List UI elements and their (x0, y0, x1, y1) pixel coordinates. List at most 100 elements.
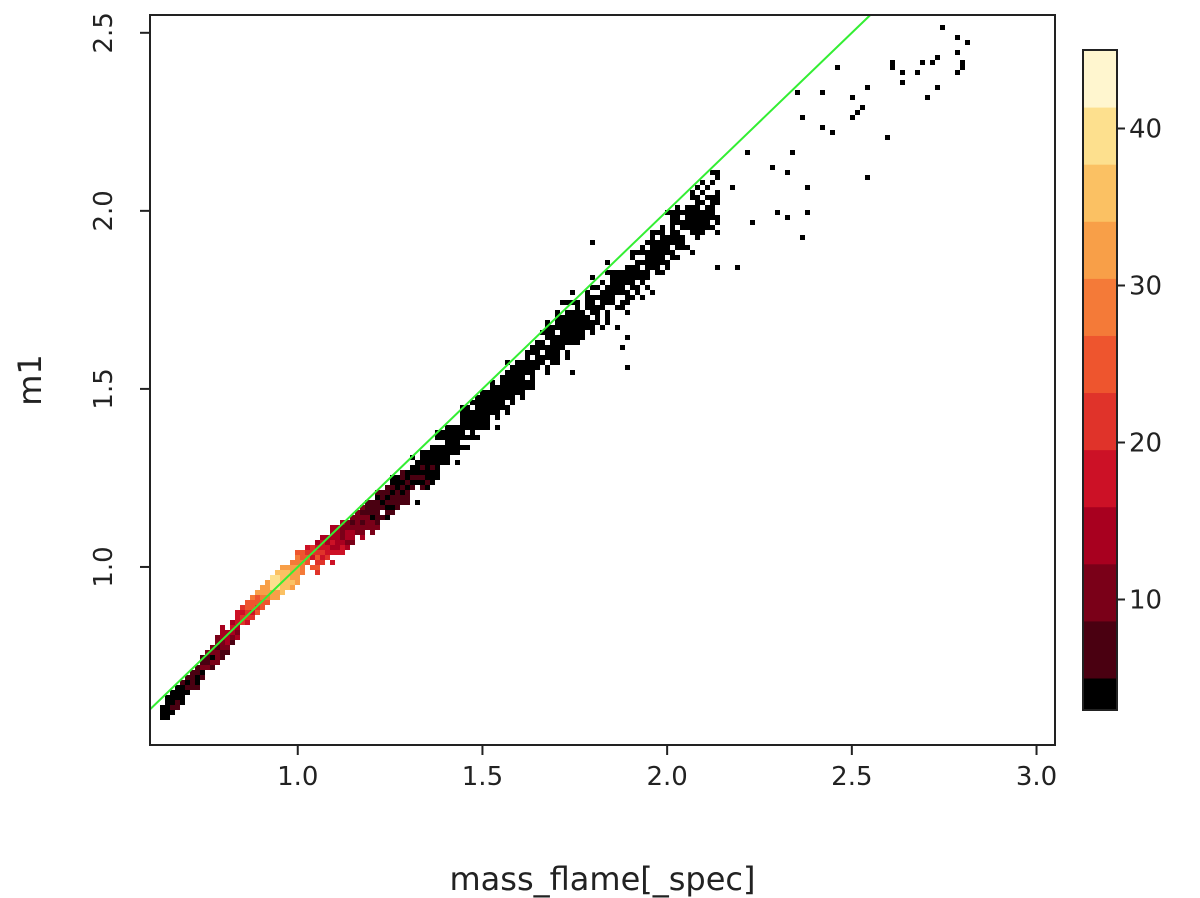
heatmap-cell (245, 615, 250, 620)
heatmap-cell (505, 370, 510, 375)
heatmap-cell (470, 400, 475, 405)
heatmap-cell (580, 325, 585, 330)
heatmap-cell (215, 650, 220, 655)
heatmap-cell (385, 485, 390, 490)
heatmap-cell (275, 580, 280, 585)
heatmap-cell (560, 320, 565, 325)
heatmap-cell (180, 685, 185, 690)
heatmap-cell (230, 620, 235, 625)
heatmap-cell (675, 245, 680, 250)
heatmap-cell (635, 290, 640, 295)
colorbar-swatch (1083, 506, 1117, 565)
heatmap-cell (650, 265, 655, 270)
heatmap-cell (660, 240, 665, 245)
heatmap-cell (315, 550, 320, 555)
heatmap-cell (670, 235, 675, 240)
heatmap-cell (570, 320, 575, 325)
heatmap-cell (620, 285, 625, 290)
heatmap-cell (370, 515, 375, 520)
heatmap-cell (890, 60, 895, 65)
heatmap-cell (575, 315, 580, 320)
heatmap-cell (555, 325, 560, 330)
heatmap-cell (625, 275, 630, 280)
heatmap-cell (645, 240, 650, 245)
heatmap-cell (685, 210, 690, 215)
heatmap-cell (305, 550, 310, 555)
heatmap-cell (170, 705, 175, 710)
heatmap-cell (700, 230, 705, 235)
heatmap-cell (575, 310, 580, 315)
heatmap-cell (620, 345, 625, 350)
heatmap-cell (355, 525, 360, 530)
heatmap-cell (695, 235, 700, 240)
heatmap-cell (260, 590, 265, 595)
heatmap-cell (585, 320, 590, 325)
heatmap-cell (835, 65, 840, 70)
heatmap-cell (340, 525, 345, 530)
heatmap-cell (540, 360, 545, 365)
heatmap-cell (590, 325, 595, 330)
heatmap-cell (385, 495, 390, 500)
heatmap-cell (430, 450, 435, 455)
heatmap-cell (555, 345, 560, 350)
heatmap-cell (670, 230, 675, 235)
heatmap-cell (715, 175, 720, 180)
heatmap-cell (920, 60, 925, 65)
heatmap-cell (635, 275, 640, 280)
heatmap-cell (565, 320, 570, 325)
heatmap-cell (555, 360, 560, 365)
heatmap-cell (225, 645, 230, 650)
heatmap-cell (650, 290, 655, 295)
heatmap-cell (710, 180, 715, 185)
colorbar-swatch (1083, 335, 1117, 394)
heatmap-cell (675, 255, 680, 260)
heatmap-cell (505, 375, 510, 380)
heatmap-cell (350, 520, 355, 525)
heatmap-cell (425, 450, 430, 455)
heatmap-cell (565, 335, 570, 340)
heatmap-cell (655, 265, 660, 270)
heatmap-cell (395, 500, 400, 505)
heatmap-cells (160, 25, 970, 720)
heatmap-cell (450, 445, 455, 450)
heatmap-cell (195, 685, 200, 690)
heatmap-cell (770, 165, 775, 170)
heatmap-cell (575, 335, 580, 340)
heatmap-cell (250, 610, 255, 615)
heatmap-cell (530, 365, 535, 370)
heatmap-cell (395, 495, 400, 500)
heatmap-cell (480, 420, 485, 425)
heatmap-cell (405, 480, 410, 485)
heatmap-cell (530, 375, 535, 380)
heatmap-cell (715, 220, 720, 225)
heatmap-cell (690, 190, 695, 195)
heatmap-cell (345, 540, 350, 545)
heatmap-cell (500, 390, 505, 395)
heatmap-cell (345, 535, 350, 540)
x-axis: 1.0 1.5 2.0 2.5 3.0 (277, 745, 1057, 792)
heatmap-cell (510, 380, 515, 385)
heatmap-cell (430, 470, 435, 475)
heatmap-cell (560, 335, 565, 340)
heatmap-cell (220, 625, 225, 630)
heatmap-cell (185, 680, 190, 685)
heatmap-cell (660, 235, 665, 240)
heatmap-cell (650, 230, 655, 235)
heatmap-cell (415, 500, 420, 505)
heatmap-cell (525, 350, 530, 355)
heatmap-cell (575, 305, 580, 310)
heatmap-cell (540, 340, 545, 345)
heatmap-cell (250, 605, 255, 610)
heatmap-cell (585, 305, 590, 310)
heatmap-cell (480, 400, 485, 405)
heatmap-cell (590, 330, 595, 335)
heatmap-cell (460, 410, 465, 415)
heatmap-cell (865, 85, 870, 90)
heatmap-cell (490, 410, 495, 415)
heatmap-cell (495, 405, 500, 410)
heatmap-cell (210, 650, 215, 655)
heatmap-cell (555, 310, 560, 315)
heatmap-cell (260, 605, 265, 610)
heatmap-cell (250, 595, 255, 600)
heatmap-cell (690, 230, 695, 235)
